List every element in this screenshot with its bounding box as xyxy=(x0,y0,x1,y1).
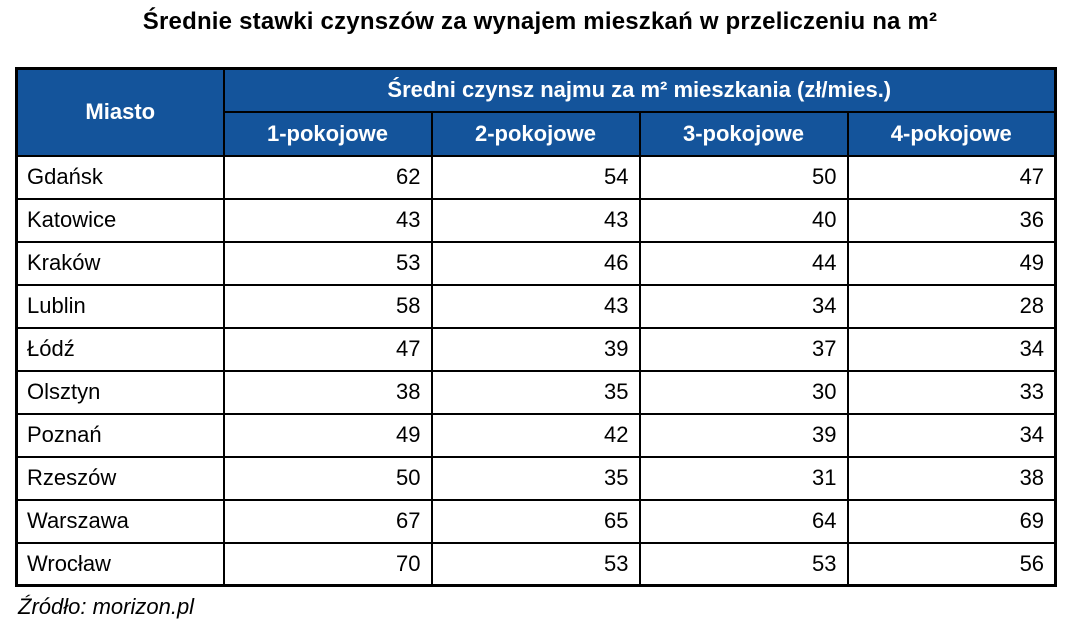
column-header-2-pokojowe: 2-pokojowe xyxy=(430,110,641,157)
table-row: Poznań 49 42 39 34 xyxy=(15,412,1057,458)
value-cell: 50 xyxy=(638,154,849,200)
value-cell: 69 xyxy=(846,498,1057,544)
table-row: Rzeszów 50 35 31 38 xyxy=(15,455,1057,501)
value-cell: 43 xyxy=(430,283,641,329)
value-cell: 43 xyxy=(222,197,433,243)
table-row: Łódź 47 39 37 34 xyxy=(15,326,1057,372)
value-cell: 34 xyxy=(846,412,1057,458)
value-cell: 43 xyxy=(430,197,641,243)
value-cell: 58 xyxy=(222,283,433,329)
value-cell: 56 xyxy=(846,541,1057,587)
city-cell: Kraków xyxy=(15,240,225,286)
value-cell: 39 xyxy=(638,412,849,458)
value-cell: 49 xyxy=(222,412,433,458)
page-title: Średnie stawki czynszów za wynajem miesz… xyxy=(142,8,938,35)
table-row: Katowice 43 43 40 36 xyxy=(15,197,1057,243)
city-cell: Poznań xyxy=(15,412,225,458)
table-row: Olsztyn 38 35 30 33 xyxy=(15,369,1057,415)
value-cell: 39 xyxy=(430,326,641,372)
column-header-3-pokojowe: 3-pokojowe xyxy=(638,110,849,157)
value-cell: 70 xyxy=(222,541,433,587)
value-cell: 53 xyxy=(638,541,849,587)
value-cell: 44 xyxy=(638,240,849,286)
table-row: Lublin 58 43 34 28 xyxy=(15,283,1057,329)
value-cell: 37 xyxy=(638,326,849,372)
table-body: Gdańsk 62 54 50 47 Katowice 43 43 40 36 Kraków 53 46… xyxy=(15,154,1057,587)
table-row: Gdańsk 62 54 50 47 xyxy=(15,154,1057,200)
value-cell: 46 xyxy=(430,240,641,286)
value-cell: 35 xyxy=(430,369,641,415)
value-cell: 34 xyxy=(638,283,849,329)
city-cell: Katowice xyxy=(15,197,225,243)
table-row: Warszawa 67 65 64 69 xyxy=(15,498,1057,544)
value-cell: 40 xyxy=(638,197,849,243)
column-header-1-pokojowe: 1-pokojowe xyxy=(222,110,433,157)
value-cell: 36 xyxy=(846,197,1057,243)
city-cell: Wrocław xyxy=(15,541,225,587)
value-cell: 33 xyxy=(846,369,1057,415)
column-header-row: 1-pokojowe 2-pokojowe 3-pokojowe 4-pokojowe xyxy=(17,110,1057,157)
column-header-4-pokojowe: 4-pokojowe xyxy=(846,110,1057,157)
value-cell: 64 xyxy=(638,498,849,544)
value-cell: 49 xyxy=(846,240,1057,286)
value-cell: 42 xyxy=(430,412,641,458)
value-cell: 65 xyxy=(430,498,641,544)
value-cell: 47 xyxy=(222,326,433,372)
value-cell: 50 xyxy=(222,455,433,501)
city-cell: Rzeszów xyxy=(15,455,225,501)
value-cell: 30 xyxy=(638,369,849,415)
city-cell: Warszawa xyxy=(15,498,225,544)
value-cell: 35 xyxy=(430,455,641,501)
value-cell: 67 xyxy=(222,498,433,544)
value-cell: 53 xyxy=(430,541,641,587)
city-cell: Gdańsk xyxy=(15,154,225,200)
value-cell: 54 xyxy=(430,154,641,200)
table-row: Wrocław 70 53 53 56 xyxy=(15,541,1057,587)
value-cell: 62 xyxy=(222,154,433,200)
value-cell: 38 xyxy=(222,369,433,415)
city-cell: Lublin xyxy=(15,283,225,329)
column-header-city: Miasto xyxy=(15,67,225,157)
group-header-rent: Średni czynsz najmu za m² mieszkania (zł… xyxy=(222,67,1057,113)
source-caption: Źródło: morizon.pl xyxy=(18,594,195,619)
rent-table: Miasto Średni czynsz najmu za m² mieszka… xyxy=(15,67,1058,587)
value-cell: 38 xyxy=(846,455,1057,501)
table-header: Miasto Średni czynsz najmu za m² mieszka… xyxy=(15,67,1057,157)
value-cell: 47 xyxy=(846,154,1057,200)
value-cell: 28 xyxy=(846,283,1057,329)
group-header-row: Miasto Średni czynsz najmu za m² mieszka… xyxy=(15,67,1057,157)
value-cell: 34 xyxy=(846,326,1057,372)
table-row: Kraków 53 46 44 49 xyxy=(15,240,1057,286)
value-cell: 53 xyxy=(222,240,433,286)
value-cell: 31 xyxy=(638,455,849,501)
city-cell: Olsztyn xyxy=(15,369,225,415)
city-cell: Łódź xyxy=(15,326,225,372)
